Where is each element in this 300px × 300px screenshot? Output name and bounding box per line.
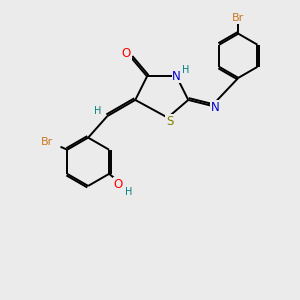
- Text: O: O: [113, 178, 122, 191]
- Text: O: O: [122, 47, 131, 60]
- Text: H: H: [94, 106, 102, 116]
- Text: N: N: [210, 101, 219, 114]
- Text: H: H: [124, 187, 132, 196]
- Text: S: S: [166, 115, 173, 128]
- Text: H: H: [182, 65, 190, 76]
- Text: N: N: [172, 70, 181, 83]
- Text: Br: Br: [41, 137, 53, 147]
- Text: Br: Br: [232, 13, 244, 23]
